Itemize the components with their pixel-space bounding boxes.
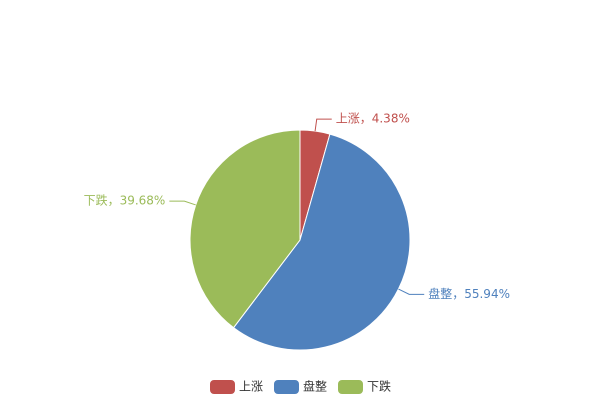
label-line [169, 200, 196, 206]
legend-swatch [338, 380, 363, 394]
legend-swatch [274, 380, 299, 394]
legend-label: 下跌 [367, 379, 391, 394]
label-line [314, 118, 332, 132]
legend-label: 上涨 [239, 379, 263, 394]
pie-slice [189, 129, 301, 329]
data-label: 盘整，55.94% [428, 286, 510, 301]
data-label: 下跌，39.68% [84, 193, 166, 208]
data-label: 上涨，4.38% [336, 111, 410, 126]
legend-label: 盘整 [303, 379, 327, 394]
legend-swatch [210, 380, 235, 394]
label-line [398, 288, 425, 295]
pie-slice [232, 133, 411, 351]
